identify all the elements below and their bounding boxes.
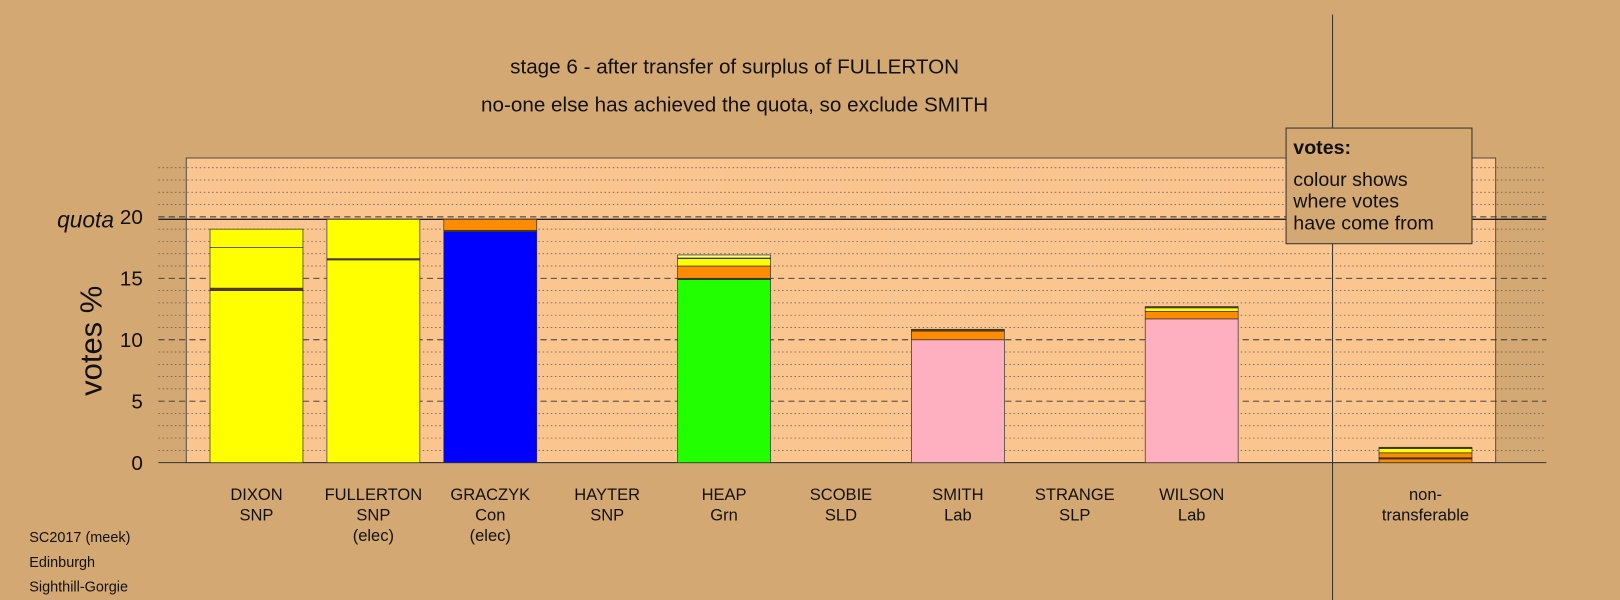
bar-segment bbox=[911, 330, 1005, 341]
legend-box bbox=[1285, 127, 1473, 245]
x-tick-label: DIXON bbox=[230, 485, 282, 504]
bar-segment bbox=[911, 339, 1005, 464]
bar-segment bbox=[1144, 307, 1239, 312]
y-tick-label: 20 bbox=[120, 206, 143, 229]
x-tick-label: Con bbox=[475, 505, 505, 524]
x-tick-label: non- bbox=[1409, 485, 1442, 504]
x-tick-label: HAYTER bbox=[574, 485, 640, 504]
bar-segment bbox=[1378, 446, 1473, 449]
x-tick-label: Lab bbox=[944, 505, 972, 524]
bar-segment bbox=[209, 290, 304, 464]
bar-segment bbox=[1378, 448, 1473, 454]
bar-segment bbox=[209, 287, 304, 291]
x-tick-label: STRANGE bbox=[1035, 485, 1115, 504]
x-tick-label: FULLERTON bbox=[325, 485, 423, 504]
legend-title: votes: bbox=[1293, 137, 1351, 159]
bar-segment bbox=[1378, 458, 1473, 464]
y-tick-label: 10 bbox=[120, 329, 143, 352]
bar-segment bbox=[677, 254, 771, 259]
bar-segment bbox=[677, 279, 771, 464]
x-tick-label: Grn bbox=[710, 505, 738, 524]
bar-segment bbox=[911, 328, 1005, 332]
bar-segment bbox=[326, 259, 421, 464]
x-tick-label: SLP bbox=[1059, 505, 1090, 524]
x-tick-label: (elec) bbox=[470, 526, 511, 545]
bar-segment bbox=[1144, 318, 1239, 464]
bar-segment bbox=[1144, 306, 1239, 309]
x-tick-label: WILSON bbox=[1159, 485, 1224, 504]
bar-segment bbox=[1144, 311, 1239, 320]
footer-text: Sighthill-Gorgie bbox=[29, 580, 128, 596]
x-tick-label: SNP bbox=[356, 505, 390, 524]
bar-segment bbox=[443, 218, 538, 231]
x-tick-label: SLD bbox=[825, 505, 857, 524]
x-tick-label: SNP bbox=[239, 505, 273, 524]
bar-segment bbox=[677, 258, 771, 267]
legend-text: colour shows bbox=[1293, 169, 1408, 191]
legend-text: where votes bbox=[1292, 191, 1399, 213]
chart-title: stage 6 - after transfer of surplus of F… bbox=[510, 55, 959, 78]
legend-text: have come from bbox=[1293, 212, 1434, 234]
x-tick-label: SMITH bbox=[932, 485, 983, 504]
bar-segment bbox=[1378, 452, 1473, 459]
plot: 05101520quotaDIXONSNPFULLERTONSNP(elec)G… bbox=[57, 167, 1547, 545]
x-tick-label: SCOBIE bbox=[810, 485, 872, 504]
chart-subtitle: no-one else has achieved the quota, so e… bbox=[481, 94, 988, 117]
x-tick-label: (elec) bbox=[353, 526, 394, 545]
bar-segment bbox=[209, 228, 304, 248]
quota-label: quota bbox=[57, 207, 114, 233]
x-tick-label: GRACZYK bbox=[450, 485, 530, 504]
x-tick-label: transferable bbox=[1382, 505, 1469, 524]
x-tick-label: Lab bbox=[1178, 505, 1206, 524]
bar-segment bbox=[443, 231, 538, 464]
bar-segment bbox=[209, 247, 304, 289]
x-tick-label: SNP bbox=[590, 505, 624, 524]
y-tick-label: 15 bbox=[120, 268, 143, 291]
footer-text: Edinburgh bbox=[29, 555, 95, 571]
y-axis-label: votes % bbox=[74, 286, 109, 396]
footer-text: SC2017 (meek) bbox=[29, 530, 130, 546]
x-tick-label: HEAP bbox=[702, 485, 747, 504]
y-tick-label: 5 bbox=[131, 390, 142, 413]
bar-segment bbox=[677, 265, 771, 279]
y-tick-label: 0 bbox=[131, 452, 142, 475]
bar-segment bbox=[326, 218, 421, 260]
